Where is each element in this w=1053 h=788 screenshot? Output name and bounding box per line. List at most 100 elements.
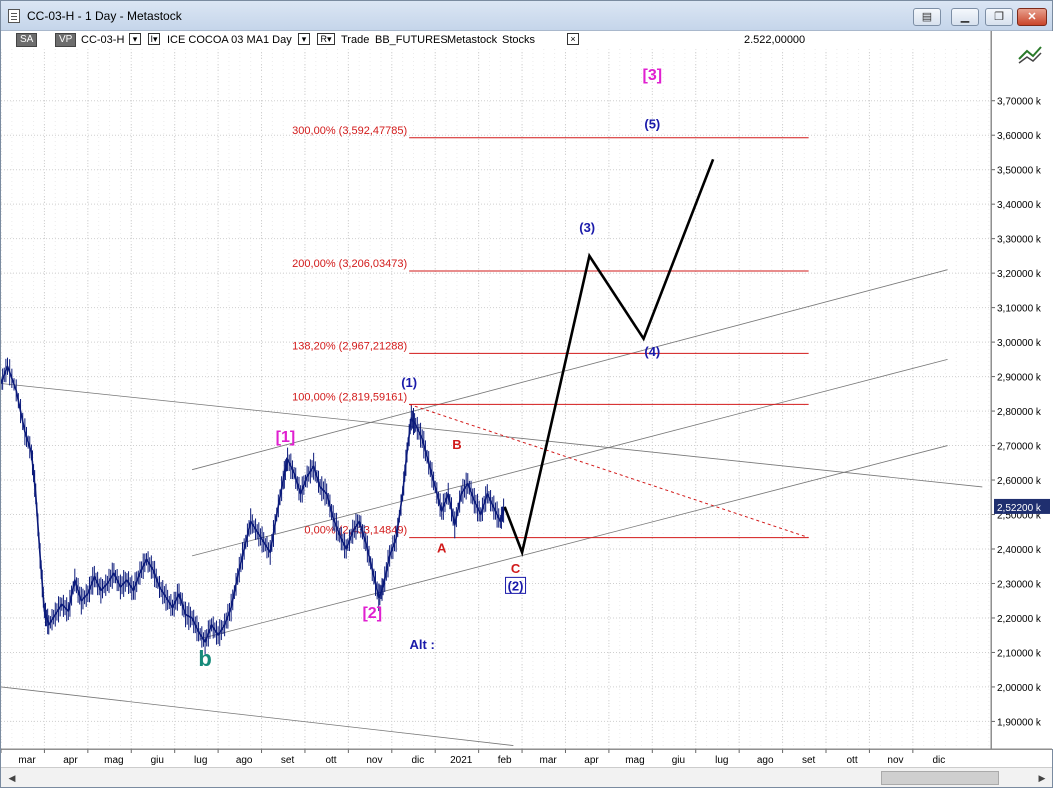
wave-label: (4) [644,344,660,359]
properties-button[interactable]: ▤ [913,8,941,26]
y-tick-label: 1,90000 k [997,717,1042,728]
instrument-label: ICE COCOA 03 MA [167,34,263,46]
wave-label: Alt : [410,637,435,652]
x-tick-label: lug [715,755,728,766]
y-tick-label: 3,20000 k [997,269,1042,280]
x-tick-label: ago [236,755,253,766]
x-tick-label: mar [539,755,557,766]
fib-level-label: 100,00% (2,819,59161) [292,391,407,403]
x-tick-label: set [802,755,816,766]
vp-button[interactable]: VP [55,33,77,47]
chart-window-icon [8,9,20,23]
period-dropdown-icon[interactable]: ▾ [298,33,310,45]
current-price-label: 2,52200 k [997,503,1042,514]
y-tick-label: 2,60000 k [997,476,1042,487]
chart-type-icon-line-2 [1018,52,1042,64]
x-tick-label: dic [411,755,424,766]
chart-type-icon-line [1018,46,1042,60]
trend-channel-line [191,269,948,471]
y-tick-label: 2,40000 k [997,545,1042,556]
x-tick-label: apr [584,755,599,766]
price-axis-panel [991,31,1053,749]
period-label: 1 Day [263,34,292,46]
category-label: Stocks [502,34,536,46]
y-tick-label: 3,30000 k [997,235,1042,246]
x-tick-label: lug [194,755,207,766]
x-tick-label: nov [887,755,903,766]
y-tick-label: 3,00000 k [997,338,1042,349]
trend-channel-line [200,445,948,640]
x-tick-label: 2021 [450,755,473,766]
instrument-menu-icon[interactable]: I▾ [148,33,160,45]
scroll-left-icon[interactable]: ◀ [8,773,16,783]
y-tick-label: 2,20000 k [997,614,1042,625]
chart-type-icon [1018,46,1042,64]
fib-level-label: 300,00% (3,592,47785) [292,125,407,137]
horizontal-scrollbar[interactable]: ◀ ▶ [1,767,1052,787]
x-tick-label: mar [18,755,36,766]
symbol-label: CC-03-H [81,34,125,46]
y-tick-label: 2,30000 k [997,579,1042,590]
wave-projection-line [503,158,715,557]
price-chart: mar apr mag giu lug ago set ott nov dic 2021 feb mar… [1,31,1052,766]
y-tick-label: 2,70000 k [997,442,1042,453]
x-tick-label: dic [932,755,945,766]
x-tick-label: mag [625,755,644,766]
y-tick-label: 3,60000 k [997,131,1042,142]
x-tick-label: mag [104,755,123,766]
x-tick-label: feb [498,755,512,766]
x-tick-label: giu [672,755,685,766]
wave-label: (1) [401,375,417,390]
x-tick-label: nov [366,755,382,766]
x-tick-label: apr [63,755,78,766]
symbol-dropdown-icon[interactable]: ▾ [129,33,141,45]
wave-label: C [511,561,521,576]
trend-channel-line [1,383,983,488]
wave-label: b [198,646,211,671]
y-tick-label: 3,70000 k [997,97,1042,108]
scroll-thumb[interactable] [881,771,999,785]
title-bar: CC-03-H - 1 Day - Metastock ▤ ▁ ❐ ✕ [1,1,1052,31]
sa-button[interactable]: SA [16,33,38,47]
tool-label: Metastock [447,34,498,46]
y-tick-label: 2,90000 k [997,373,1042,384]
fib-trend-dotted-line [408,403,809,539]
close-button[interactable]: ✕ [1017,8,1047,26]
restore-button[interactable]: ❐ [985,8,1013,26]
refresh-menu-icon[interactable]: R▾ [317,33,335,45]
wave-label: [1] [276,429,296,446]
x-tick-label: ott [846,755,857,766]
wave-label: B [452,437,461,452]
x-tick-label: ott [325,755,336,766]
y-tick-label: 2,80000 k [997,407,1042,418]
wave-label: (3) [579,220,595,235]
x-tick-label: set [281,755,295,766]
x-tick-label: giu [151,755,164,766]
fib-level-label: 200,00% (3,206,03473) [292,258,407,270]
chart-toolbar: SA VP CC-03-H ▾ I▾ ICE COCOA 03 MA 1 Day… [1,31,991,49]
y-tick-label: 2,50000 k [997,511,1042,522]
price-series-line [1,365,506,643]
close-x-icon[interactable]: × [567,33,579,45]
scroll-right-icon[interactable]: ▶ [1038,773,1046,783]
y-tick-label: 3,50000 k [997,166,1042,177]
fib-level-label: 138,20% (2,967,21288) [292,340,407,352]
wave-label: (5) [644,116,660,131]
wave-label: [3] [643,67,663,84]
y-tick-label: 3,10000 k [997,304,1042,315]
wave-label: (2) [508,578,524,593]
y-tick-label: 3,40000 k [997,200,1042,211]
current-price-marker [994,498,1050,514]
wave-label-box [505,576,527,594]
last-price-label: 2.522,00000 [744,34,806,46]
y-tick-label: 2,00000 k [997,683,1042,694]
wave-label: A [437,540,447,555]
feed-label: BB_FUTURES [375,34,448,46]
trend-channel-line [1,686,514,746]
y-tick-label: 2,10000 k [997,648,1042,659]
mode-label: Trade [341,34,370,46]
window-title: CC-03-H - 1 Day - Metastock [27,9,182,23]
minimize-button[interactable]: ▁ [951,8,979,26]
wave-label: [2] [362,605,382,622]
